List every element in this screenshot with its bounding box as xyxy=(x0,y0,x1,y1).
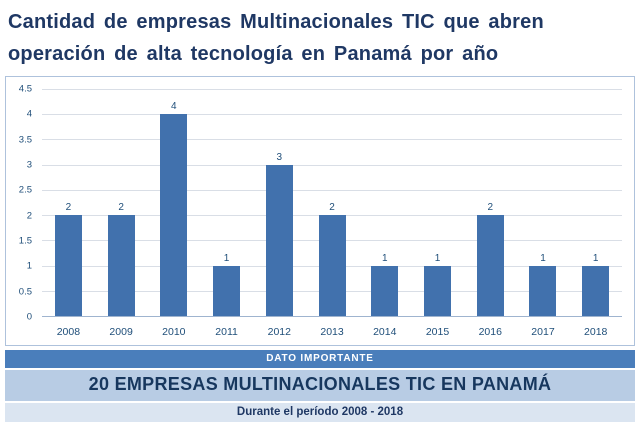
grid-line xyxy=(42,114,622,116)
x-axis-label-2013: 2013 xyxy=(320,326,344,338)
y-axis-tick-label: 1.5 xyxy=(18,235,32,247)
bar-2016 xyxy=(476,215,504,316)
bar-data-label: 2 xyxy=(487,202,494,214)
x-axis-labels: 2008 2009 2010 2011 2012 2013 2014 2015 2016 2017… xyxy=(42,326,622,338)
y-axis-tick-label: 1 xyxy=(26,260,32,272)
x-axis-label-2009: 2009 xyxy=(109,326,133,338)
bar-slot-2015: 1 xyxy=(411,89,464,316)
page-title-line1: Cantidad de empresas Multinacionales TIC… xyxy=(8,11,544,33)
x-axis-label-2012: 2012 xyxy=(267,326,291,338)
bar-2011 xyxy=(213,265,241,316)
y-axis-tick-label: 0.5 xyxy=(18,286,32,298)
bar-data-label: 2 xyxy=(118,202,124,214)
x-axis-label-2016: 2016 xyxy=(478,326,502,338)
bar-2015 xyxy=(424,265,451,316)
bar-slot-2012: 3 xyxy=(253,89,306,316)
bar-slot-2013: 2 xyxy=(306,89,359,316)
grid-line xyxy=(42,164,622,166)
plot-area: 2 2 4 1 3 2 1 1 2 1 1 xyxy=(42,89,622,317)
bar-slot-2016: 2 xyxy=(464,89,517,316)
bars-group: 2 2 4 1 3 2 1 1 2 1 1 xyxy=(42,89,622,316)
bar-2009 xyxy=(107,215,135,316)
x-axis-label-2010: 2010 xyxy=(162,326,186,338)
bar-2014 xyxy=(371,265,399,316)
bar-slot-2014: 1 xyxy=(358,89,411,316)
y-axis-tick-label: 2 xyxy=(26,210,32,222)
bar-slot-2018: 1 xyxy=(569,89,622,316)
bar-data-label: 1 xyxy=(592,252,599,264)
x-axis-label-2008: 2008 xyxy=(56,326,81,338)
page-title-line2: operación de alta tecnología en Panamá p… xyxy=(8,43,499,65)
x-axis-label-2011: 2011 xyxy=(215,326,238,338)
y-axis-tick-label: 3.5 xyxy=(18,134,32,146)
y-axis-tick-label: 3 xyxy=(26,159,32,171)
bar-slot-2017: 1 xyxy=(517,89,570,316)
bar-data-label: 1 xyxy=(381,252,388,264)
bar-slot-2008: 2 xyxy=(42,89,95,316)
grid-line xyxy=(42,89,622,90)
bar-2013 xyxy=(318,215,346,316)
bar-2017 xyxy=(529,265,557,316)
bar-data-label: 3 xyxy=(276,151,283,163)
summary-headline: 20 EMPRESAS MULTINACIONALES TIC EN PANAM… xyxy=(5,370,635,401)
bar-slot-2009: 2 xyxy=(95,89,148,316)
bar-data-label: 2 xyxy=(329,202,335,214)
dato-importante-banner: DATO IMPORTANTE xyxy=(5,350,635,368)
y-axis: 0 0.5 1 1.5 2 2.5 3 3.5 4 4.5 xyxy=(6,84,38,323)
y-axis-tick-label: 4 xyxy=(26,108,32,120)
grid-line xyxy=(42,139,622,141)
bar-2010 xyxy=(160,114,188,316)
y-axis-tick-label: 4.5 xyxy=(18,83,32,95)
bar-slot-2011: 1 xyxy=(200,89,253,316)
y-axis-tick-label: 2.5 xyxy=(18,184,32,196)
x-axis-label-2017: 2017 xyxy=(531,326,555,338)
x-axis-label-2015: 2015 xyxy=(425,326,450,338)
bar-data-label: 4 xyxy=(171,101,177,113)
x-axis-label-2018: 2018 xyxy=(584,326,608,338)
bar-2012 xyxy=(265,164,293,316)
bar-data-label: 1 xyxy=(434,252,441,264)
y-axis-tick-label: 0 xyxy=(26,311,32,323)
footer: DATO IMPORTANTE 20 EMPRESAS MULTINACIONA… xyxy=(0,350,640,422)
bar-2008 xyxy=(54,215,82,316)
bar-data-label: 2 xyxy=(65,202,72,214)
period-subtitle: Durante el período 2008 - 2018 xyxy=(5,403,635,422)
bar-2018 xyxy=(582,265,610,316)
bar-slot-2010: 4 xyxy=(147,89,200,316)
page-title: Cantidad de empresas Multinacionales TIC… xyxy=(0,0,640,72)
bar-data-label: 1 xyxy=(540,252,546,264)
x-axis-label-2014: 2014 xyxy=(373,326,397,338)
bar-data-label: 1 xyxy=(223,252,230,264)
grid-line xyxy=(42,189,622,191)
